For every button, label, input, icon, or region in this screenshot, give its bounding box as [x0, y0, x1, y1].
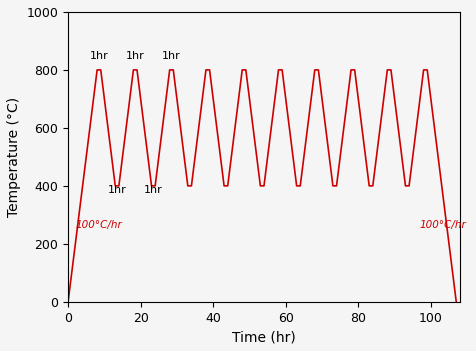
Text: 100°C/hr: 100°C/hr [75, 220, 122, 230]
Text: 1hr: 1hr [162, 51, 181, 61]
Text: 1hr: 1hr [89, 51, 109, 61]
Y-axis label: Temperature (°C): Temperature (°C) [7, 97, 21, 217]
Text: 1hr: 1hr [108, 185, 127, 194]
Text: 1hr: 1hr [144, 185, 163, 194]
X-axis label: Time (hr): Time (hr) [232, 330, 296, 344]
Text: 100°C/hr: 100°C/hr [420, 220, 467, 230]
Text: 1hr: 1hr [126, 51, 145, 61]
